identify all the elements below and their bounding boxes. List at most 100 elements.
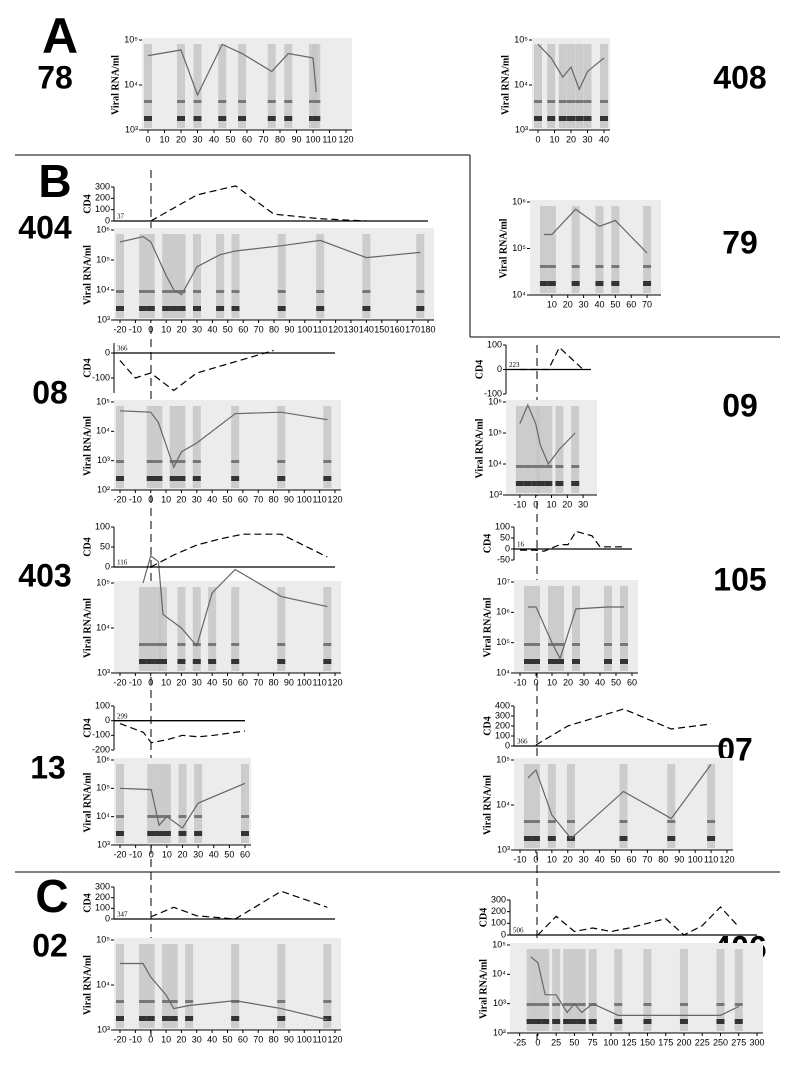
gel-lane bbox=[154, 587, 163, 671]
gel-band bbox=[231, 306, 240, 311]
y-tick-label: 200 bbox=[491, 906, 506, 916]
gel-band bbox=[577, 1019, 586, 1024]
x-tick-label: 20 bbox=[176, 1034, 186, 1044]
x-tick-label: 80 bbox=[658, 854, 668, 864]
y-tick-label: 10³ bbox=[515, 124, 528, 134]
x-tick-label: -20 bbox=[113, 494, 126, 504]
x-tick-label: 110 bbox=[704, 854, 718, 864]
y-tick-label: 0 bbox=[105, 347, 110, 357]
y-axis-label: Viral RNA/ml bbox=[82, 955, 93, 1015]
y-axis-label: CD4 bbox=[482, 716, 493, 735]
gel-band bbox=[231, 643, 240, 646]
x-tick-label: 30 bbox=[579, 299, 589, 309]
gel-lane bbox=[534, 44, 542, 128]
gel-lane bbox=[178, 764, 187, 843]
gel-band bbox=[534, 100, 542, 103]
gel-band bbox=[679, 1019, 688, 1024]
gel-band bbox=[277, 476, 286, 481]
x-tick-label: 250 bbox=[713, 1037, 728, 1047]
gel-band bbox=[572, 643, 580, 646]
gel-band bbox=[147, 831, 156, 836]
gel-lane bbox=[155, 764, 164, 843]
x-tick-label: 40 bbox=[594, 299, 604, 309]
gel-band bbox=[716, 1003, 725, 1006]
gel-band bbox=[563, 1003, 572, 1006]
gel-lane bbox=[154, 406, 163, 488]
gel-band bbox=[323, 1000, 332, 1003]
x-tick-label: 110 bbox=[322, 134, 336, 144]
gel-lane bbox=[159, 587, 167, 671]
gel-band bbox=[526, 1003, 535, 1006]
gel-lane bbox=[193, 234, 201, 318]
x-tick-label: -10 bbox=[129, 1034, 142, 1044]
x-tick-label: 30 bbox=[193, 849, 203, 859]
x-tick-label: 120 bbox=[327, 494, 342, 504]
gel-band bbox=[218, 100, 227, 103]
y-axis-label: CD4 bbox=[82, 537, 93, 556]
gel-band bbox=[323, 1016, 332, 1021]
gel-band bbox=[159, 659, 167, 664]
y-axis-label: Viral RNA/ml bbox=[82, 772, 93, 832]
y-tick-label: 10⁴ bbox=[96, 811, 110, 821]
panel-label: 13 bbox=[30, 749, 66, 785]
gel-band bbox=[716, 1019, 725, 1024]
y-tick-label: 0 bbox=[505, 543, 510, 553]
y-tick-label: 100 bbox=[95, 521, 110, 531]
gel-band bbox=[524, 659, 532, 664]
panel: 404-20 -10 0 10 20 30 40 50 60 70 80 90 100 110 120 130… bbox=[18, 181, 435, 334]
gel-band bbox=[193, 100, 202, 103]
panel: 08-20 -10 0 10 20 30 40 50 60 70 80 90 100 110 12010²1… bbox=[32, 343, 343, 504]
y-tick-label: 10⁷ bbox=[497, 576, 510, 586]
gel-lane bbox=[567, 44, 575, 128]
gel-band bbox=[277, 1016, 286, 1021]
x-tick-label: 90 bbox=[284, 1034, 294, 1044]
y-tick-label: 0 bbox=[105, 913, 110, 923]
x-tick-label: 70 bbox=[253, 1034, 263, 1044]
gel-band bbox=[547, 116, 556, 121]
gel-band bbox=[238, 100, 247, 103]
x-tick-label: 70 bbox=[253, 677, 263, 687]
y-tick-label: 50 bbox=[100, 541, 110, 551]
gel-lane bbox=[323, 587, 332, 671]
gel-lane bbox=[547, 764, 556, 848]
gel-band bbox=[116, 1000, 124, 1003]
gel-band bbox=[216, 290, 225, 293]
x-tick-label: 20 bbox=[177, 849, 187, 859]
x-tick-label: 100 bbox=[297, 1034, 312, 1044]
gel-band bbox=[643, 1019, 652, 1024]
gel-band bbox=[707, 820, 716, 823]
x-tick-label: 90 bbox=[284, 324, 294, 334]
y-tick-label: 0 bbox=[497, 364, 502, 374]
y-axis-label: CD4 bbox=[82, 718, 93, 737]
gel-lane bbox=[572, 586, 580, 671]
gel-lane bbox=[734, 949, 743, 1031]
y-tick-label: 10⁵ bbox=[96, 254, 110, 264]
gel-band bbox=[643, 265, 652, 268]
x-tick-label: 100 bbox=[297, 324, 312, 334]
gel-band bbox=[316, 290, 325, 293]
y-tick-label: 10³ bbox=[97, 314, 110, 324]
gel-lane bbox=[643, 206, 652, 293]
gel-band bbox=[571, 265, 580, 268]
gel-band bbox=[600, 100, 608, 103]
gel-band bbox=[146, 643, 155, 646]
gel-band bbox=[155, 815, 164, 818]
gel-band bbox=[541, 1019, 550, 1024]
gel-band bbox=[416, 290, 425, 293]
y-tick-label: -100 bbox=[484, 388, 502, 398]
gel-band bbox=[139, 306, 148, 311]
gel-band bbox=[169, 1000, 178, 1003]
gel-band bbox=[588, 1003, 597, 1006]
gel-lane bbox=[604, 586, 612, 671]
gel-band bbox=[146, 1000, 155, 1003]
y-tick-label: 10⁴ bbox=[512, 289, 526, 299]
gel-lane bbox=[552, 949, 561, 1031]
gel-band bbox=[611, 281, 620, 286]
gel-band bbox=[620, 659, 628, 664]
y-axis-label: CD4 bbox=[82, 194, 93, 213]
y-tick-label: 10⁶ bbox=[96, 224, 110, 234]
gel-band bbox=[534, 116, 542, 121]
y-tick-label: 10⁵ bbox=[492, 939, 506, 949]
gel-lane bbox=[533, 949, 542, 1031]
